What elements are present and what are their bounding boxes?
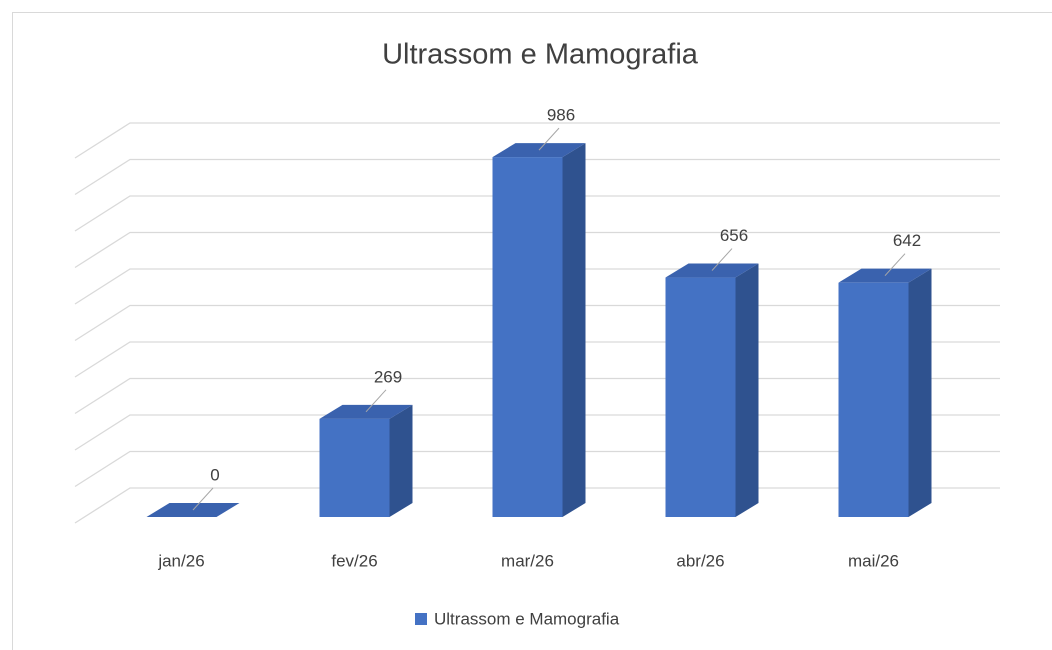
leader-line bbox=[711, 248, 733, 271]
grid-line bbox=[74, 158, 1000, 196]
bar bbox=[492, 157, 563, 518]
data-label: 642 bbox=[893, 231, 921, 250]
bar bbox=[319, 418, 390, 517]
grid-line bbox=[74, 122, 1000, 159]
bar bbox=[665, 277, 736, 517]
leader-line bbox=[538, 127, 560, 151]
x-tick-label: mai/26 bbox=[848, 551, 899, 570]
leader-line bbox=[192, 487, 214, 511]
bar-side bbox=[735, 263, 759, 517]
grid-line bbox=[74, 231, 1000, 269]
data-label: 0 bbox=[210, 465, 219, 484]
legend-label: Ultrassom e Mamografia bbox=[434, 609, 620, 628]
x-tick-label: mar/26 bbox=[501, 551, 554, 570]
chart-title: Ultrassom e Mamografia bbox=[382, 39, 699, 71]
data-label: 986 bbox=[547, 106, 575, 125]
legend-swatch bbox=[415, 613, 427, 625]
leader-line bbox=[884, 253, 906, 277]
bar-side bbox=[908, 268, 932, 517]
x-tick-label: jan/26 bbox=[157, 551, 204, 570]
bar-side bbox=[389, 404, 413, 517]
x-tick-label: fev/26 bbox=[331, 551, 377, 570]
data-label: 656 bbox=[720, 226, 748, 245]
bar bbox=[838, 282, 909, 517]
grid-line bbox=[74, 195, 1000, 232]
bar-side bbox=[562, 143, 586, 518]
leader-line bbox=[365, 389, 387, 413]
x-tick-label: abr/26 bbox=[676, 551, 724, 570]
data-label: 269 bbox=[374, 367, 402, 386]
